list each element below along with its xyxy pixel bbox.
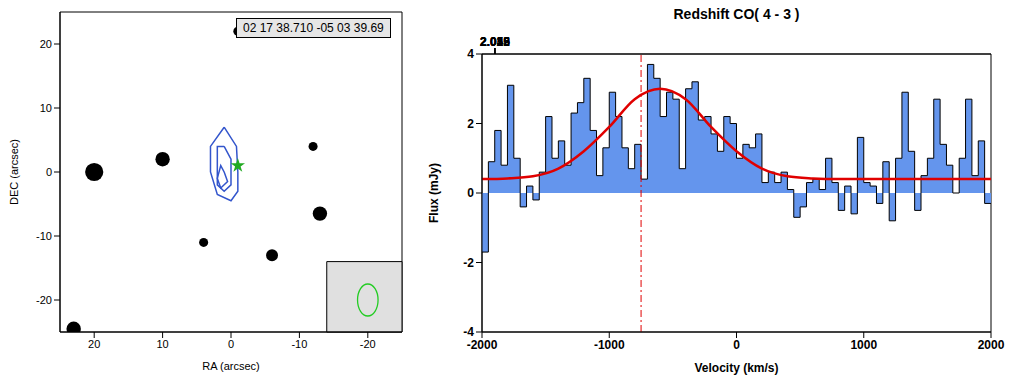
svg-text:-10: -10 bbox=[36, 230, 52, 242]
svg-text:-1000: -1000 bbox=[594, 338, 625, 352]
svg-text:10: 10 bbox=[40, 102, 52, 114]
svg-text:1000: 1000 bbox=[850, 338, 877, 352]
svg-text:0: 0 bbox=[228, 338, 234, 350]
svg-text:0: 0 bbox=[733, 338, 740, 352]
svg-text:4: 4 bbox=[467, 47, 474, 61]
svg-text:2.042: 2.042 bbox=[480, 35, 510, 49]
svg-text:Velocity (km/s): Velocity (km/s) bbox=[694, 361, 778, 375]
svg-text:2000: 2000 bbox=[978, 338, 1005, 352]
svg-text:-2000: -2000 bbox=[467, 338, 498, 352]
svg-text:10: 10 bbox=[156, 338, 168, 350]
svg-text:2.056: 2.056 bbox=[480, 35, 510, 49]
svg-text:-4: -4 bbox=[463, 325, 474, 339]
svg-text:20: 20 bbox=[88, 338, 100, 350]
html-text:Redshift CO( 4 - 3 ): Redshift CO( 4 - 3 ) bbox=[673, 6, 800, 22]
svg-text:-10: -10 bbox=[291, 338, 307, 350]
svg-text:0: 0 bbox=[46, 166, 52, 178]
svg-text:2.015: 2.015 bbox=[480, 35, 510, 49]
svg-text:-20: -20 bbox=[36, 294, 52, 306]
svg-text:2: 2 bbox=[467, 117, 474, 131]
svg-text:RA (arcsec): RA (arcsec) bbox=[202, 360, 259, 372]
svg-text:Flux (mJy): Flux (mJy) bbox=[427, 163, 441, 223]
svg-text:-2: -2 bbox=[463, 256, 474, 270]
svg-text:20: 20 bbox=[40, 38, 52, 50]
svg-text:2.029: 2.029 bbox=[480, 35, 510, 49]
svg-text:-20: -20 bbox=[360, 338, 376, 350]
html-text:02 17 38.710 -05 03 39.69: 02 17 38.710 -05 03 39.69 bbox=[243, 21, 384, 35]
svg-text:0: 0 bbox=[467, 186, 474, 200]
svg-text:DEC (arcsec): DEC (arcsec) bbox=[8, 139, 20, 205]
